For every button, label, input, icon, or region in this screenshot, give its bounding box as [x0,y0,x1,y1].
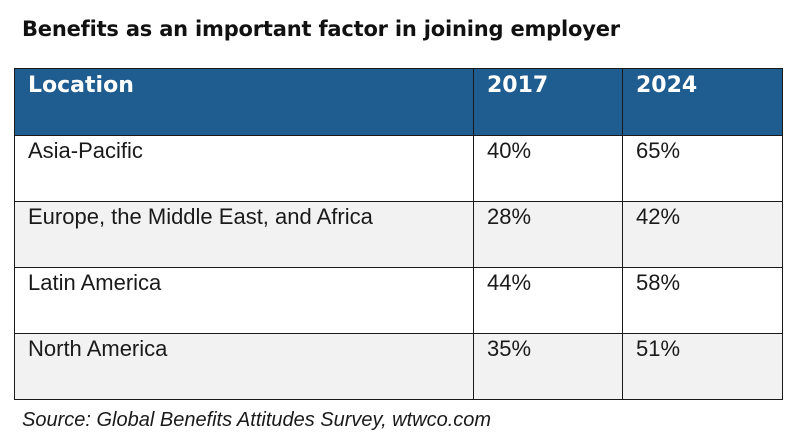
column-header-2024: 2024 [622,68,783,136]
table-title: Benefits as an important factor in joini… [22,17,620,41]
table-row: North America 35% 51% [14,333,783,400]
column-header-2017: 2017 [473,68,623,136]
column-header-location: Location [14,68,474,136]
value-cell-2017: 40% [473,135,623,202]
row-label-cell: Latin America [14,267,474,334]
table-row: Latin America 44% 58% [14,267,783,334]
source-note: Source: Global Benefits Attitudes Survey… [22,409,492,431]
table-row: Asia-Pacific 40% 65% [14,135,783,202]
value-cell-2017: 28% [473,201,623,268]
table-row: Europe, the Middle East, and Africa 28% … [14,201,783,268]
row-label-cell: Europe, the Middle East, and Africa [14,201,474,268]
row-label-cell: Asia-Pacific [14,135,474,202]
value-cell-2024: 51% [622,333,783,400]
value-cell-2024: 42% [622,201,783,268]
value-cell-2024: 58% [622,267,783,334]
header-row: Location 2017 2024 [14,68,783,136]
value-cell-2024: 65% [622,135,783,202]
value-cell-2017: 35% [473,333,623,400]
table-header: Location 2017 2024 [14,68,783,136]
table-body: Asia-Pacific 40% 65% Europe, the Middle … [14,135,783,400]
value-cell-2017: 44% [473,267,623,334]
benefits-table: Location 2017 2024 Asia-Pacific 40% 65% … [14,68,783,400]
row-label-cell: North America [14,333,474,400]
